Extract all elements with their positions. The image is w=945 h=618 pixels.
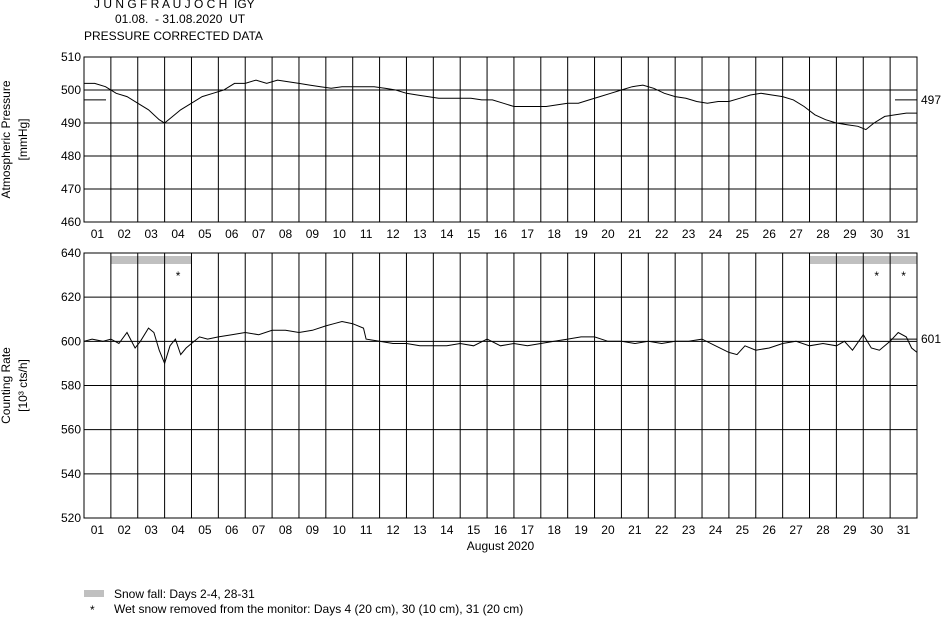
- counting-rate-xtick-label: 15: [467, 523, 481, 537]
- counting-rate-xtick-label: 05: [198, 523, 212, 537]
- pressure-xtick-label: 07: [252, 227, 266, 241]
- counting-rate-xtick-label: 04: [171, 523, 185, 537]
- counting-rate-xtick-label: 11: [360, 523, 373, 537]
- pressure-xtick-label: 23: [682, 227, 696, 241]
- pressure-xtick-label: 04: [171, 227, 185, 241]
- legend-snow-removed-text: Wet snow removed from the monitor: Days …: [114, 602, 524, 616]
- counting-rate-xtick-label: 03: [144, 523, 158, 537]
- pressure-yunit: [mmHg]: [16, 119, 30, 161]
- pressure-xtick-label: 16: [494, 227, 508, 241]
- pressure-xtick-label: 15: [467, 227, 481, 241]
- counting-rate-snow-removed-marker: *: [176, 269, 181, 283]
- pressure-xtick-label: 17: [521, 227, 535, 241]
- counting-rate-xtick-label: 31: [897, 523, 911, 537]
- counting-rate-xtick-label: 08: [279, 523, 293, 537]
- counting-rate-xtick-label: 25: [736, 523, 750, 537]
- station-title: J U N G F R A U J O C H IGY: [94, 0, 255, 11]
- counting-rate-xtick-label: 07: [252, 523, 266, 537]
- pressure-xtick-label: 22: [655, 227, 669, 241]
- counting-rate-xtick-label: 10: [333, 523, 347, 537]
- pressure-xtick-label: 28: [816, 227, 830, 241]
- pressure-xtick-label: 24: [709, 227, 723, 241]
- counting-rate-xtick-label: 20: [601, 523, 615, 537]
- pressure-xtick-label: 21: [628, 227, 642, 241]
- counting-rate-xtick-label: 23: [682, 523, 696, 537]
- pressure-xtick-label: 02: [118, 227, 132, 241]
- counting-rate-xtick-label: 27: [789, 523, 803, 537]
- pressure-ytick-label: 460: [61, 215, 81, 229]
- counting-rate-reference-label: 601: [921, 332, 941, 346]
- counting-rate-yunit: [10³ cts/h]: [16, 359, 30, 412]
- pressure-xtick-label: 03: [144, 227, 158, 241]
- pressure-ytick-label: 510: [61, 50, 81, 64]
- chart-canvas: 460 470 480 490 500 510 01 02 03 04 05 06 07 08 09 10 11…: [0, 50, 941, 553]
- pressure-xtick-label: 26: [763, 227, 777, 241]
- counting-rate-xtick-label: 18: [548, 523, 562, 537]
- pressure-xtick-label: 25: [736, 227, 750, 241]
- pressure-xtick-label: 30: [870, 227, 884, 241]
- date-range: 01.08. - 31.08.2020 UT: [115, 12, 246, 26]
- counting-rate-xtick-label: 17: [521, 523, 535, 537]
- pressure-ytick-label: 470: [61, 182, 81, 196]
- pressure-xtick-label: 13: [413, 227, 427, 241]
- counting-rate-xtick-label: 12: [386, 523, 400, 537]
- pressure-frame: [83, 56, 918, 223]
- pressure-xtick-label: 14: [440, 227, 454, 241]
- counting-rate-xtick-label: 29: [843, 523, 857, 537]
- counting-rate-xtick-label: 06: [225, 523, 239, 537]
- counting-rate-ytick-label: 560: [61, 423, 81, 437]
- pressure-xtick-label: 19: [574, 227, 588, 241]
- counting-rate-snow-removed-marker: *: [901, 269, 906, 283]
- counting-rate-ytick-label: 640: [61, 246, 81, 260]
- snow-removed-marker: *: [90, 603, 95, 617]
- counting-rate-xtick-label: 14: [440, 523, 454, 537]
- counting-rate-frame: [83, 252, 918, 519]
- counting-rate-xtick-label: 16: [494, 523, 508, 537]
- counting-rate-ytick-label: 540: [61, 467, 81, 481]
- legend-snow-fall-text: Snow fall: Days 2-4, 28-31: [114, 587, 255, 601]
- counting-rate-xtick-label: 19: [574, 523, 588, 537]
- counting-rate-xtick-label: 30: [870, 523, 884, 537]
- pressure-xtick-label: 05: [198, 227, 212, 241]
- counting-rate-snow-removed-marker: *: [874, 269, 879, 283]
- counting-rate-xtick-label: 22: [655, 523, 669, 537]
- pressure-xtick-label: 10: [333, 227, 347, 241]
- counting-rate-series-line: [83, 320, 918, 365]
- counting-rate-ytick-label: 580: [61, 379, 81, 393]
- pressure-xtick-label: 01: [91, 227, 105, 241]
- counting-rate-ytick-label: 620: [61, 290, 81, 304]
- counting-rate-xtick-label: 21: [628, 523, 642, 537]
- pressure-xtick-label: 27: [789, 227, 803, 241]
- pressure-reference-label: 497: [921, 93, 941, 107]
- pressure-series-line: [84, 79, 917, 131]
- pressure-xtick-label: 31: [897, 227, 911, 241]
- chart-subtitle: PRESSURE CORRECTED DATA: [84, 29, 263, 43]
- pressure-xtick-label: 11: [360, 227, 373, 241]
- counting-rate-ytick-label: 600: [61, 334, 81, 348]
- counting-rate-snow-fall-bar: [110, 256, 192, 264]
- pressure-xtick-label: 20: [601, 227, 615, 241]
- snow-fall-swatch: [84, 590, 104, 597]
- counting-rate-xtick-label: 13: [413, 523, 427, 537]
- pressure-xtick-label: 08: [279, 227, 293, 241]
- counting-rate-xtick-label: 09: [306, 523, 320, 537]
- pressure-xtick-label: 12: [386, 227, 400, 241]
- pressure-ylabel: Atmospheric Pressure: [0, 80, 13, 198]
- counting-rate-xtick-label: 02: [118, 523, 132, 537]
- pressure-ytick-label: 490: [61, 116, 81, 130]
- pressure-xtick-label: 06: [225, 227, 239, 241]
- pressure-ytick-label: 500: [61, 83, 81, 97]
- counting-rate-xtick-label: 01: [91, 523, 105, 537]
- counting-rate-ylabel: Counting Rate: [0, 347, 13, 424]
- counting-rate-xtick-label: 26: [763, 523, 777, 537]
- counting-rate-xtick-label: 24: [709, 523, 723, 537]
- pressure-xtick-label: 18: [548, 227, 562, 241]
- pressure-ytick-label: 480: [61, 149, 81, 163]
- counting-rate-xtick-label: 28: [816, 523, 830, 537]
- counting-rate-xlabel: August 2020: [467, 539, 535, 553]
- pressure-xtick-label: 29: [843, 227, 857, 241]
- counting-rate-ytick-label: 520: [61, 511, 81, 525]
- pressure-xtick-label: 09: [306, 227, 320, 241]
